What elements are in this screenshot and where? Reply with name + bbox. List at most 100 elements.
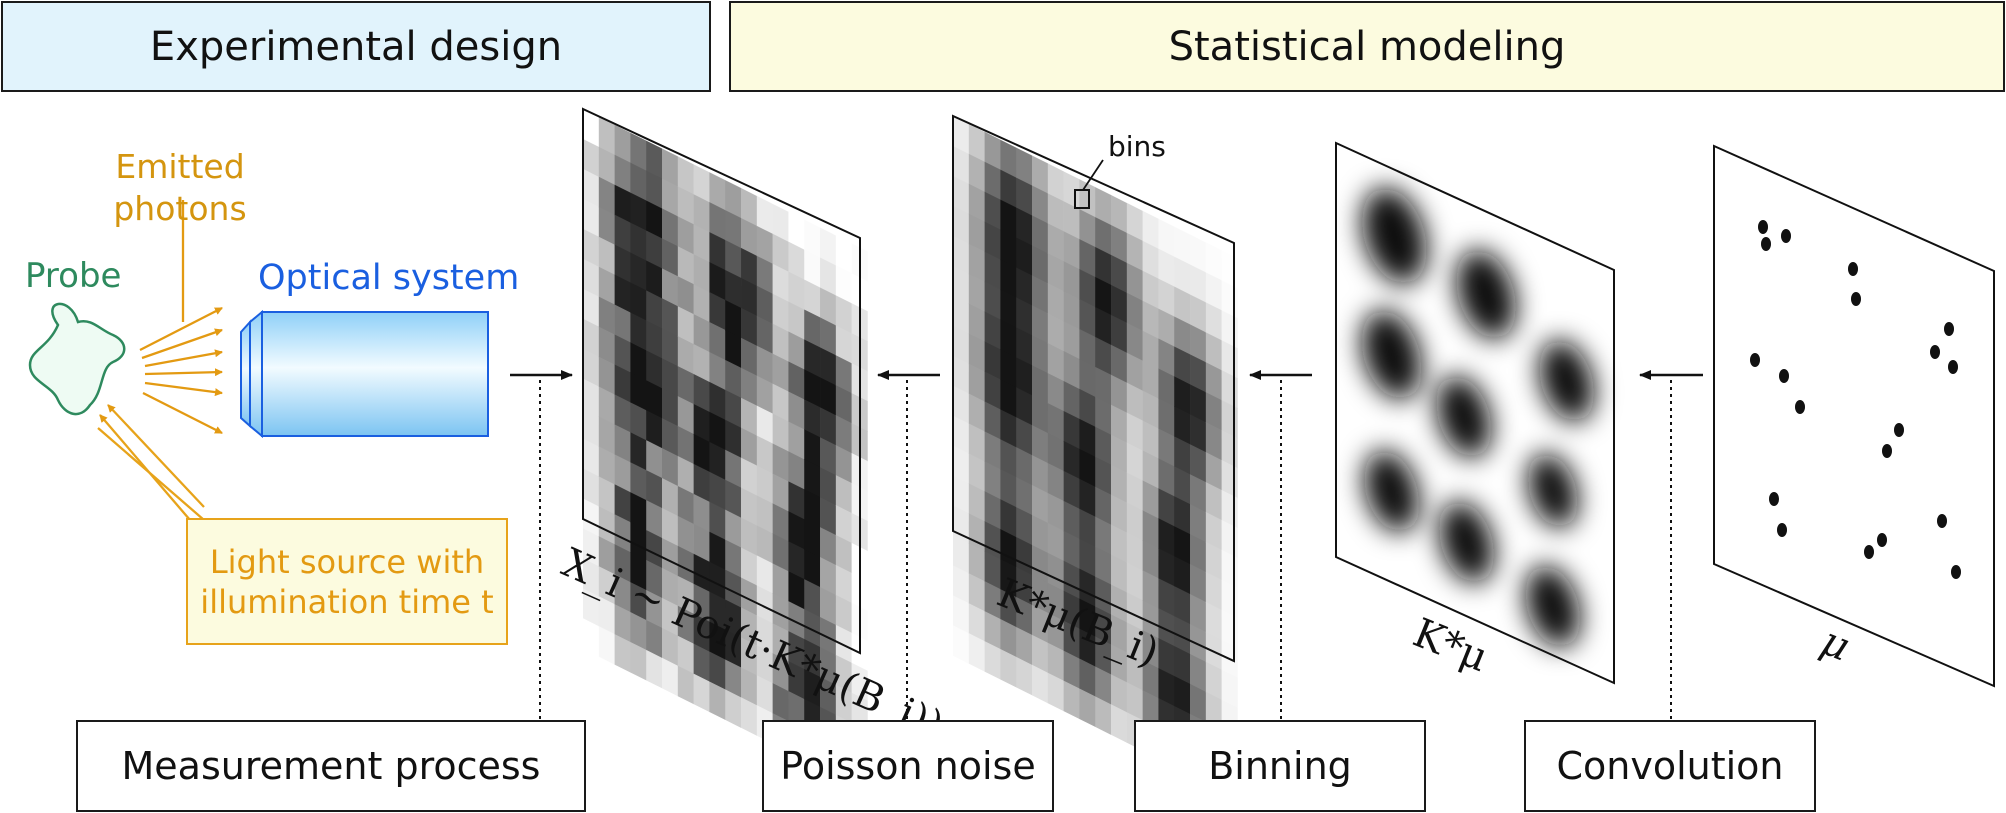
pixel-bin bbox=[788, 601, 805, 640]
pixel-bin bbox=[1095, 606, 1112, 646]
pixel-bin bbox=[1000, 559, 1017, 598]
pixel-bin bbox=[598, 626, 615, 665]
pixel-bin bbox=[756, 555, 773, 594]
pixel-bin bbox=[1016, 626, 1033, 666]
pixel-bin bbox=[725, 449, 742, 489]
pixel-bin bbox=[1032, 515, 1049, 554]
pixel-bin bbox=[693, 344, 710, 383]
pixel-bin bbox=[646, 410, 663, 449]
pixel-bin bbox=[804, 219, 821, 259]
pixel-bin bbox=[835, 475, 852, 514]
pixel-bin bbox=[1174, 616, 1191, 655]
point-emitter bbox=[1781, 229, 1791, 243]
pixel-bin bbox=[1016, 177, 1033, 217]
pixel-bin bbox=[1158, 428, 1175, 467]
pixel-bin bbox=[984, 161, 1001, 201]
pixel-bin bbox=[984, 281, 1001, 321]
pixel-bin bbox=[741, 637, 758, 676]
pixel-bin bbox=[693, 523, 710, 563]
pixel-bin bbox=[1174, 406, 1191, 445]
pixel-bin bbox=[984, 641, 1001, 680]
pixel-bin bbox=[1111, 195, 1128, 234]
pixel-bin bbox=[804, 309, 821, 349]
pixel-bin bbox=[953, 355, 970, 395]
pixel-bin bbox=[677, 276, 694, 315]
pixel-bin bbox=[1126, 352, 1143, 392]
pixel-bin bbox=[1205, 302, 1222, 341]
pixel-bin bbox=[968, 333, 985, 373]
pixel-bin bbox=[614, 574, 631, 613]
pixel-bin bbox=[677, 246, 694, 285]
pixel-bin bbox=[968, 183, 985, 223]
pixel-bin bbox=[804, 549, 821, 588]
pixel-bin bbox=[1174, 675, 1191, 715]
pixel-bin bbox=[1095, 516, 1112, 556]
pixel-bin bbox=[788, 241, 805, 281]
pixel-bin bbox=[1032, 335, 1049, 374]
pixel-bin bbox=[1000, 139, 1017, 179]
pixel-bin bbox=[1079, 628, 1096, 668]
pixel-bin bbox=[677, 515, 694, 555]
pixel-bin bbox=[1111, 524, 1128, 564]
pixel-bin bbox=[1063, 560, 1080, 600]
pixel-bin bbox=[1000, 589, 1017, 628]
pixel-bin bbox=[953, 175, 970, 215]
pixel-bin bbox=[984, 341, 1001, 381]
emitted-photons-label: Emitted photons bbox=[113, 147, 247, 228]
pixel-bin bbox=[598, 326, 615, 366]
pixel-bin bbox=[614, 184, 631, 224]
pixel-bin bbox=[835, 505, 852, 544]
pixel-bin bbox=[583, 109, 600, 148]
binned-intensity-panel bbox=[952, 114, 1238, 799]
pixel-bin bbox=[583, 408, 600, 448]
pixel-bin bbox=[1126, 232, 1143, 272]
pixel-bin bbox=[804, 639, 821, 678]
pixel-bin bbox=[1063, 410, 1080, 450]
pixel-bin bbox=[1174, 346, 1191, 386]
pixel-bin bbox=[1032, 425, 1049, 464]
pixel-bin bbox=[1079, 388, 1096, 428]
pixel-bin bbox=[693, 314, 710, 353]
pixel-bin bbox=[1126, 682, 1143, 721]
pixel-bin bbox=[1111, 224, 1128, 264]
pixel-bin bbox=[614, 214, 631, 254]
pixel-bin bbox=[709, 591, 726, 631]
pixel-bin bbox=[598, 566, 615, 605]
pixel-bin bbox=[630, 641, 647, 681]
pixel-bin bbox=[1111, 284, 1128, 324]
pixel-bin bbox=[1205, 362, 1222, 401]
pixel-bin bbox=[741, 277, 758, 317]
pixel-bin bbox=[1063, 440, 1080, 480]
pixel-bin bbox=[984, 131, 1001, 171]
pixel-bin bbox=[788, 511, 805, 550]
pixel-bin bbox=[1032, 634, 1049, 674]
pixel-bin bbox=[772, 533, 789, 572]
pixel-bin bbox=[968, 303, 985, 343]
pixel-bin bbox=[1095, 336, 1112, 376]
pixel-bin bbox=[820, 557, 837, 596]
pixel-bin bbox=[820, 317, 837, 356]
pixel-bin bbox=[1158, 248, 1175, 288]
point-emitter bbox=[1951, 565, 1961, 579]
pixel-bin bbox=[662, 358, 679, 397]
pixel-bin bbox=[820, 347, 837, 386]
pixel-bin bbox=[1079, 478, 1096, 518]
pixel-bin bbox=[1142, 480, 1159, 519]
pixel-bin bbox=[583, 348, 600, 388]
pixel-bin bbox=[1095, 426, 1112, 466]
pixel-bin bbox=[1032, 604, 1049, 644]
bin-marker bbox=[1074, 189, 1090, 209]
pixel-bin bbox=[662, 627, 679, 667]
pixel-bin bbox=[835, 235, 852, 274]
pixel-bin bbox=[1126, 502, 1143, 542]
convolved-blob bbox=[1364, 450, 1419, 532]
pixel-bin bbox=[1016, 207, 1033, 247]
pixel-bin bbox=[835, 385, 852, 424]
pixel-bin bbox=[1174, 436, 1191, 475]
pixel-bin bbox=[614, 364, 631, 404]
pixel-bin bbox=[583, 198, 600, 238]
binning-box: Binning bbox=[1134, 720, 1426, 812]
convolved-image-panel bbox=[1335, 141, 1615, 685]
pixel-bin bbox=[1126, 262, 1143, 302]
pixel-bin bbox=[1126, 622, 1143, 661]
